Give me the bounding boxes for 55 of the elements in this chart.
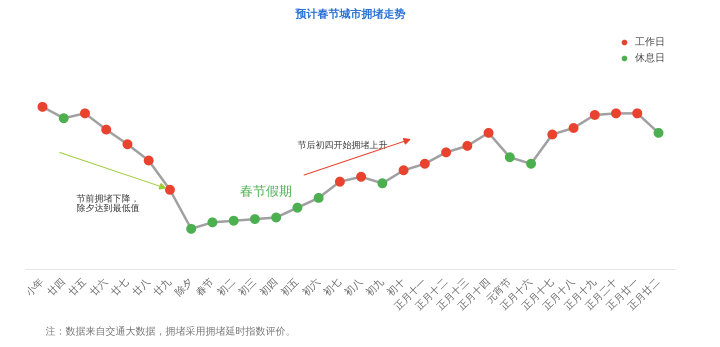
- x-tick-label: 小年: [24, 276, 46, 299]
- legend-label: 休息日: [635, 52, 665, 65]
- point: [547, 129, 558, 140]
- point: [207, 217, 218, 228]
- point: [122, 139, 132, 150]
- x-tick-label: 初八: [342, 276, 366, 299]
- point: [420, 158, 430, 169]
- point: [611, 108, 622, 118]
- point: [504, 152, 515, 162]
- x-tick-label: 除夕: [172, 276, 196, 299]
- point: [271, 212, 282, 222]
- x-tick-label: 初七: [321, 276, 344, 299]
- point: [441, 147, 452, 158]
- annotation: 节后初四开始拥堵上升: [297, 140, 388, 151]
- x-tick-label: 初五: [278, 276, 302, 299]
- point: [292, 202, 302, 213]
- x-tick-label: 廿七: [108, 276, 132, 299]
- legend-label: 工作日: [635, 36, 665, 49]
- point: [632, 108, 642, 118]
- text: 注：数据来自交通大数据，拥堵采用拥堵延时指数评价。: [46, 326, 296, 338]
- x-tick-label: 初三: [236, 276, 259, 299]
- x-tick-label: 初四: [257, 276, 280, 299]
- x-tick-label: 廿四: [44, 276, 68, 299]
- annotation: 节前拥堵下降，: [76, 193, 140, 204]
- x-tick-label: 廿九: [151, 276, 174, 299]
- point: [37, 102, 48, 112]
- point: [80, 108, 90, 118]
- x-tick-label: 廿八: [130, 276, 153, 299]
- x-tick-label: 初九: [364, 276, 386, 299]
- point: [526, 158, 536, 169]
- point: [186, 224, 196, 234]
- point: [144, 156, 154, 166]
- annotation: 除夕达到最低值: [76, 203, 140, 214]
- point: [654, 128, 664, 138]
- point: [590, 110, 600, 120]
- x-tick-label: 初六: [300, 276, 323, 299]
- point: [164, 184, 175, 195]
- x-tick-label: 廿五: [66, 276, 89, 299]
- chart-title: 预计春节城市拥堵走势: [294, 8, 406, 20]
- x-tick-label: 春节: [194, 276, 216, 299]
- point: [568, 122, 579, 133]
- x-tick-label: 初二: [214, 276, 238, 299]
- point: [334, 176, 345, 187]
- point: [484, 128, 494, 138]
- point: [377, 178, 388, 188]
- point: [398, 165, 409, 176]
- point: [462, 140, 472, 151]
- annotation: 春节假期: [240, 184, 292, 200]
- x-tick-label: 廿六: [87, 276, 110, 299]
- point: [228, 216, 239, 226]
- point: [314, 192, 324, 203]
- point: [101, 124, 112, 135]
- point: [58, 113, 69, 124]
- point: [250, 214, 260, 224]
- point: [356, 172, 366, 182]
